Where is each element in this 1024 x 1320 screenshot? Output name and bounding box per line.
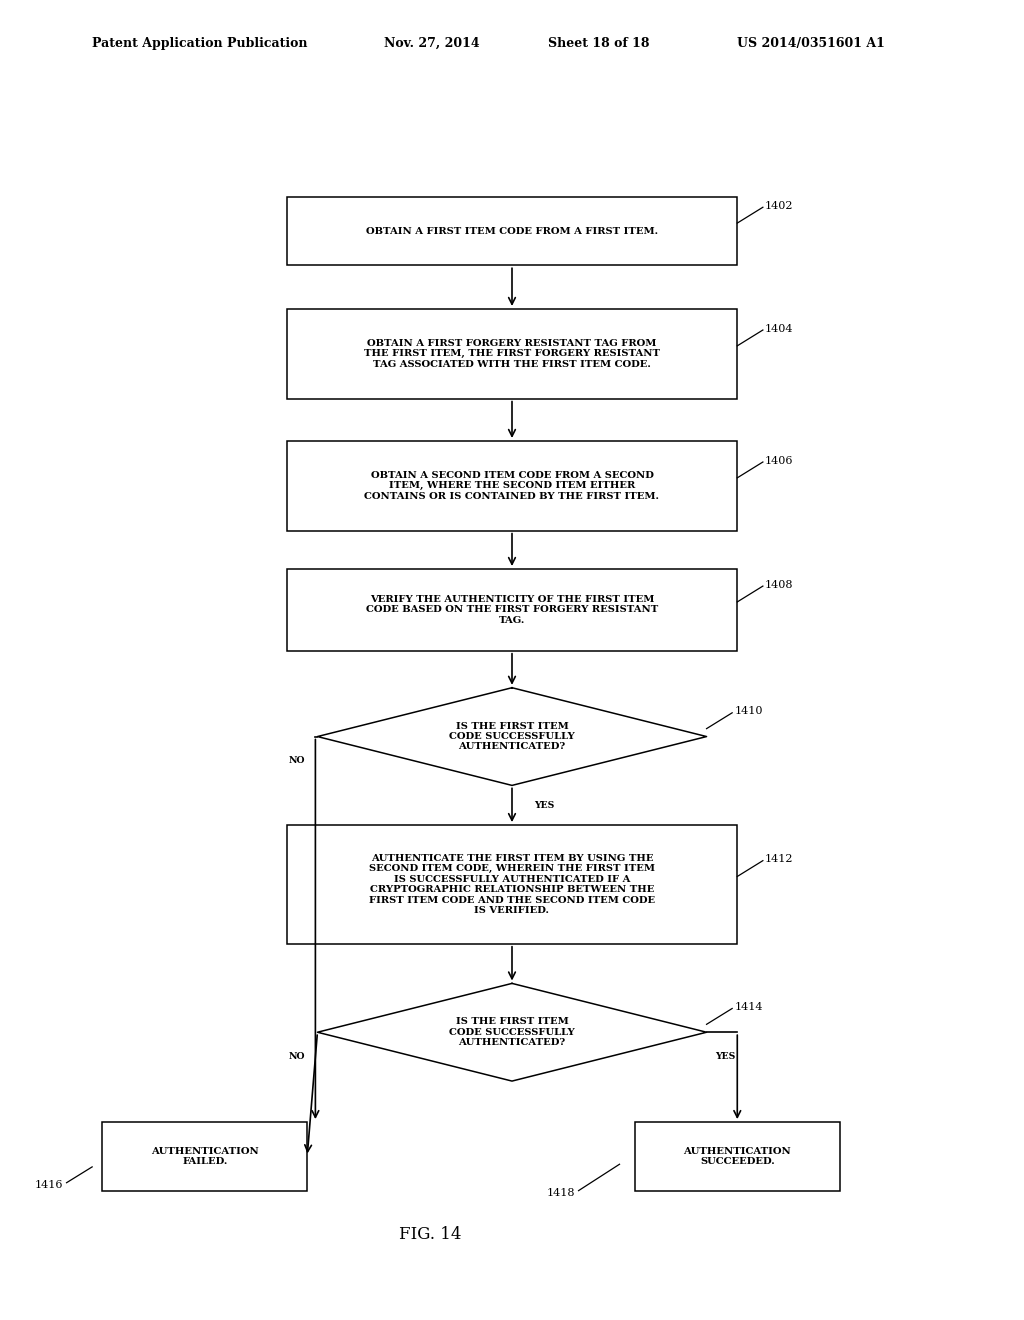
Text: 1414: 1414 (734, 1002, 763, 1012)
Text: OBTAIN A FIRST FORGERY RESISTANT TAG FROM
THE FIRST ITEM, THE FIRST FORGERY RESI: OBTAIN A FIRST FORGERY RESISTANT TAG FRO… (364, 339, 660, 368)
Text: 1406: 1406 (765, 455, 794, 466)
Bar (287, 197, 737, 265)
Text: YES: YES (715, 1052, 735, 1061)
Text: 1408: 1408 (765, 579, 794, 590)
Bar (287, 441, 737, 531)
Text: YES: YES (535, 801, 555, 810)
Bar (635, 1122, 840, 1191)
Text: 1412: 1412 (765, 854, 794, 865)
Text: Nov. 27, 2014: Nov. 27, 2014 (384, 37, 479, 50)
Text: VERIFY THE AUTHENTICITY OF THE FIRST ITEM
CODE BASED ON THE FIRST FORGERY RESIST: VERIFY THE AUTHENTICITY OF THE FIRST ITE… (366, 595, 658, 624)
Bar (102, 1122, 307, 1191)
Text: IS THE FIRST ITEM
CODE SUCCESSFULLY
AUTHENTICATED?: IS THE FIRST ITEM CODE SUCCESSFULLY AUTH… (450, 722, 574, 751)
Text: Patent Application Publication: Patent Application Publication (92, 37, 307, 50)
Text: NO: NO (289, 1052, 305, 1061)
Text: 1416: 1416 (35, 1180, 63, 1191)
Text: OBTAIN A SECOND ITEM CODE FROM A SECOND
ITEM, WHERE THE SECOND ITEM EITHER
CONTA: OBTAIN A SECOND ITEM CODE FROM A SECOND … (365, 471, 659, 500)
Text: FIG. 14: FIG. 14 (398, 1226, 462, 1242)
Text: AUTHENTICATE THE FIRST ITEM BY USING THE
SECOND ITEM CODE, WHEREIN THE FIRST ITE: AUTHENTICATE THE FIRST ITEM BY USING THE… (369, 854, 655, 915)
Bar (287, 569, 737, 651)
Text: Sheet 18 of 18: Sheet 18 of 18 (548, 37, 649, 50)
Text: IS THE FIRST ITEM
CODE SUCCESSFULLY
AUTHENTICATED?: IS THE FIRST ITEM CODE SUCCESSFULLY AUTH… (450, 1018, 574, 1047)
Bar (287, 309, 737, 399)
Text: NO: NO (289, 756, 305, 766)
Bar (287, 825, 737, 944)
Text: OBTAIN A FIRST ITEM CODE FROM A FIRST ITEM.: OBTAIN A FIRST ITEM CODE FROM A FIRST IT… (366, 227, 658, 235)
Text: US 2014/0351601 A1: US 2014/0351601 A1 (737, 37, 885, 50)
Text: 1402: 1402 (765, 201, 794, 211)
Text: 1410: 1410 (734, 706, 763, 717)
Text: AUTHENTICATION
SUCCEEDED.: AUTHENTICATION SUCCEEDED. (683, 1147, 792, 1166)
Text: AUTHENTICATION
FAILED.: AUTHENTICATION FAILED. (151, 1147, 259, 1166)
Text: 1418: 1418 (547, 1188, 575, 1199)
Text: 1404: 1404 (765, 323, 794, 334)
